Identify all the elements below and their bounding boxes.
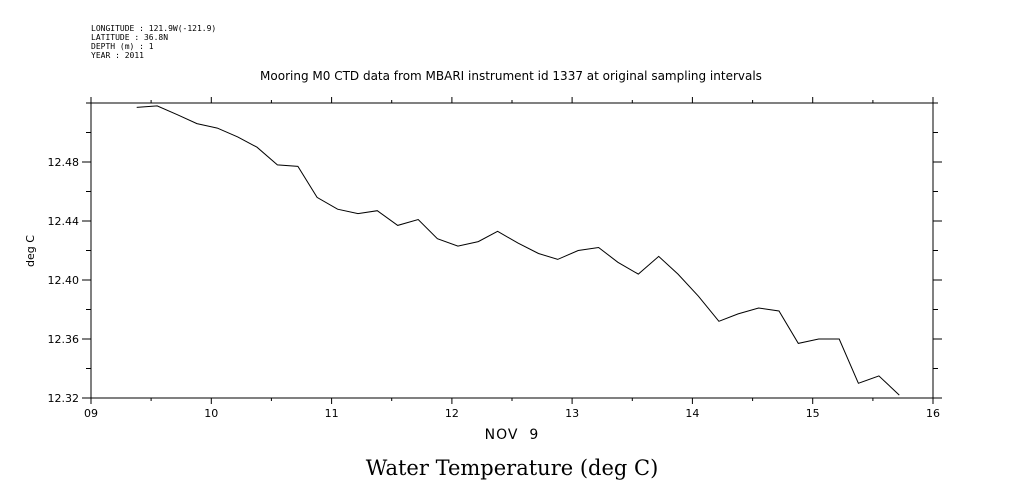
- depth-label: DEPTH (m) : 1: [91, 42, 154, 51]
- x-tick-label: 15: [806, 407, 820, 420]
- year-label: YEAR : 2011: [91, 51, 144, 60]
- y-tick-label: 12.44: [48, 215, 80, 228]
- chart-title: Mooring M0 CTD data from MBARI instrumen…: [260, 69, 762, 83]
- y-axis-label: deg C: [24, 235, 37, 267]
- y-axis: 12.32 12.36 12.40 12.44 12.48: [48, 102, 942, 405]
- y-tick-label: 12.36: [48, 333, 80, 346]
- y-tick-label: 12.48: [48, 156, 80, 169]
- x-tick-label: 10: [204, 407, 218, 420]
- x-axis: 09 10 11 12 13 14 15 16: [84, 97, 940, 420]
- x-tick-label: 13: [565, 407, 579, 420]
- chart-caption: Water Temperature (deg C): [366, 456, 659, 480]
- x-tick-label: 14: [685, 407, 699, 420]
- y-tick-label: 12.32: [48, 392, 80, 405]
- x-tick-label: 12: [445, 407, 459, 420]
- x-tick-label: 11: [325, 407, 339, 420]
- longitude-label: LONGITUDE : 121.9W(-121.9): [91, 24, 216, 33]
- plot-frame: [90, 102, 934, 399]
- y-tick-label: 12.40: [48, 274, 80, 287]
- data-points: [135, 104, 901, 396]
- series-line: [136, 105, 900, 396]
- latitude-label: LATITUDE : 36.8N: [91, 33, 168, 42]
- x-axis-label: NOV 9: [485, 427, 540, 443]
- x-tick-label: 16: [926, 407, 940, 420]
- x-tick-label: 09: [84, 407, 98, 420]
